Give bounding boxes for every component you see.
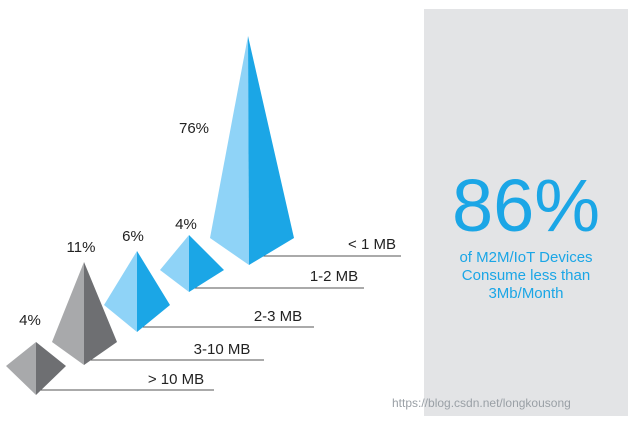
category-label-10-mb: > 10 MB	[148, 371, 204, 388]
pyramid-face-left-3-10-mb	[52, 262, 84, 365]
value-label-2-3-mb: 6%	[122, 228, 144, 245]
stat-line-1: of M2M/IoT Devices	[459, 249, 593, 266]
value-label-1-2-mb: 4%	[175, 216, 197, 233]
category-label-3-10-mb: 3-10 MB	[194, 341, 251, 358]
category-label-1-2-mb: 1-2 MB	[310, 268, 358, 285]
watermark: https://blog.csdn.net/longkousong	[392, 396, 571, 410]
pyramid-face-right-3-10-mb	[84, 262, 117, 365]
category-label-2-3-mb: 2-3 MB	[254, 308, 302, 325]
pyramid-face-left-1-mb	[210, 36, 249, 265]
stat-line-2: Consume less than	[461, 267, 591, 284]
pyramid-face-left-10-mb	[6, 342, 36, 395]
value-label-1-mb: 76%	[179, 120, 209, 137]
category-label-1-mb: < 1 MB	[348, 236, 396, 253]
pyramid-face-left-2-3-mb	[104, 251, 137, 332]
stat-line-3: 3Mb/Month	[488, 285, 564, 302]
pyramid-face-right-2-3-mb	[137, 251, 170, 332]
pyramid-face-right-1-mb	[248, 36, 294, 265]
pyramid-face-right-10-mb	[36, 342, 66, 395]
pyramid-face-left-1-2-mb	[160, 235, 189, 292]
stat-panel: 86% of M2M/IoT Devices Consume less than…	[424, 9, 628, 416]
stat-value: 86%	[451, 164, 601, 247]
pyramid-face-right-1-2-mb	[189, 235, 224, 292]
value-label-3-10-mb: 11%	[67, 239, 96, 256]
value-label-10-mb: 4%	[19, 312, 41, 329]
